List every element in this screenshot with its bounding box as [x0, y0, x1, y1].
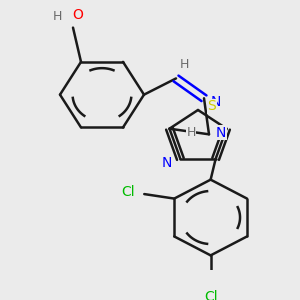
Text: S: S — [208, 99, 216, 113]
Text: O: O — [73, 8, 83, 22]
Text: H: H — [52, 10, 62, 23]
Text: H: H — [186, 126, 196, 139]
Text: Cl: Cl — [204, 290, 218, 300]
Text: N: N — [161, 155, 172, 170]
Text: Cl: Cl — [122, 185, 135, 199]
Text: N: N — [216, 125, 226, 140]
Text: H: H — [179, 58, 189, 70]
Text: N: N — [211, 95, 221, 109]
